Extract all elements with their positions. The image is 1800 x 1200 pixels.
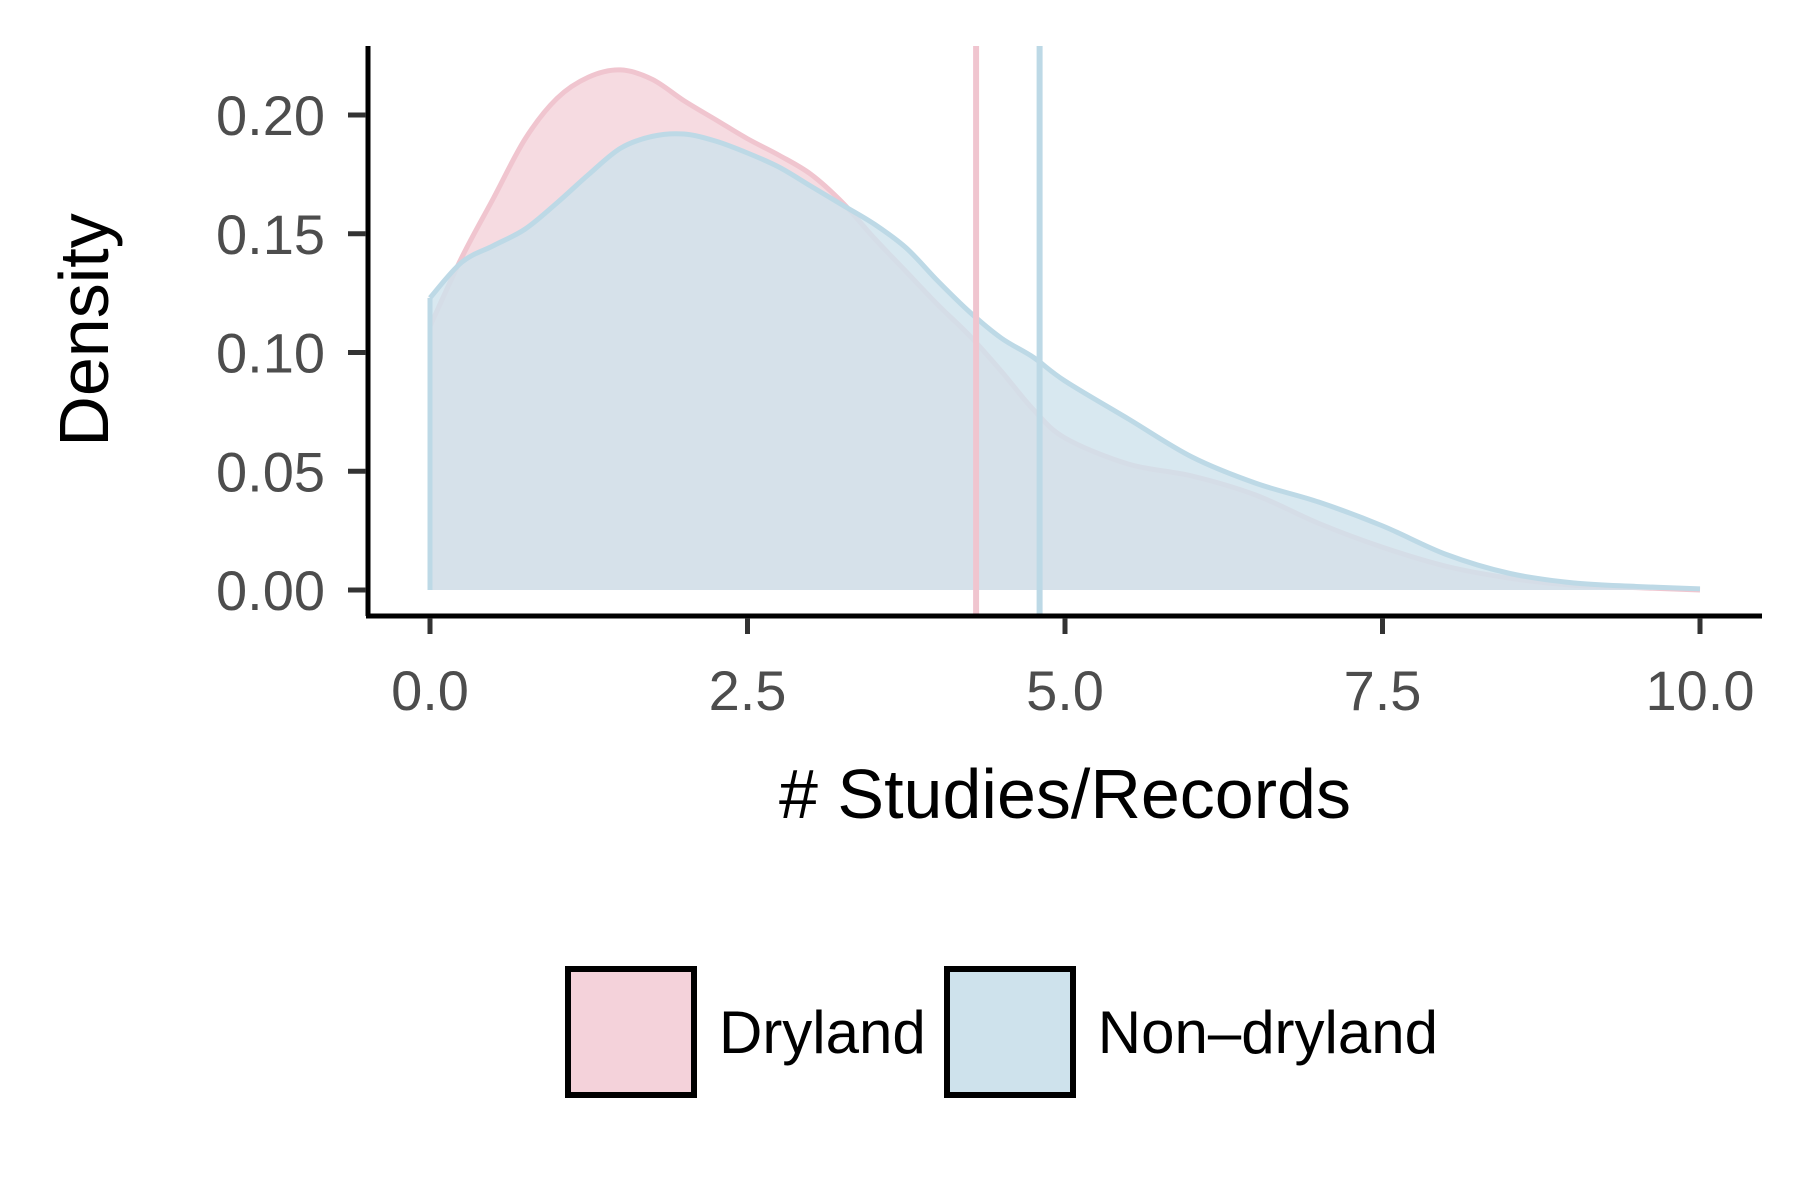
y-ticks: 0.00 0.05 0.10 0.15 0.20 xyxy=(216,84,366,622)
y-axis-title: Density xyxy=(45,213,123,446)
density-area-non-dryland xyxy=(430,133,1700,590)
x-ticks: 0.0 2.5 5.0 7.5 10.0 xyxy=(391,618,1755,722)
mean-lines xyxy=(973,46,1043,614)
axes xyxy=(365,46,1762,619)
x-axis-title: # Studies/Records xyxy=(779,755,1351,833)
y-tick-label: 0.05 xyxy=(216,440,325,503)
legend-item-dryland: Dryland xyxy=(565,966,926,1098)
x-tick-label: 10.0 xyxy=(1646,659,1755,722)
legend: Dryland Non–dryland xyxy=(565,966,1456,1098)
x-tick-label: 0.0 xyxy=(391,659,469,722)
legend-key-dryland xyxy=(565,966,697,1098)
legend-item-non-dryland: Non–dryland xyxy=(943,966,1438,1098)
legend-label-dryland: Dryland xyxy=(719,998,926,1066)
y-tick-label: 0.20 xyxy=(216,84,325,147)
y-tick-label: 0.10 xyxy=(216,322,325,385)
x-tick-label: 2.5 xyxy=(709,659,787,722)
density-areas xyxy=(427,67,1701,593)
legend-label-non-dryland: Non–dryland xyxy=(1097,998,1438,1066)
x-tick-label: 5.0 xyxy=(1026,659,1104,722)
legend-key-non-dryland xyxy=(943,966,1076,1098)
y-tick-label: 0.00 xyxy=(216,559,325,622)
x-tick-label: 7.5 xyxy=(1344,659,1422,722)
density-line-non-dryland xyxy=(428,131,1701,592)
y-tick-label: 0.15 xyxy=(216,203,325,266)
